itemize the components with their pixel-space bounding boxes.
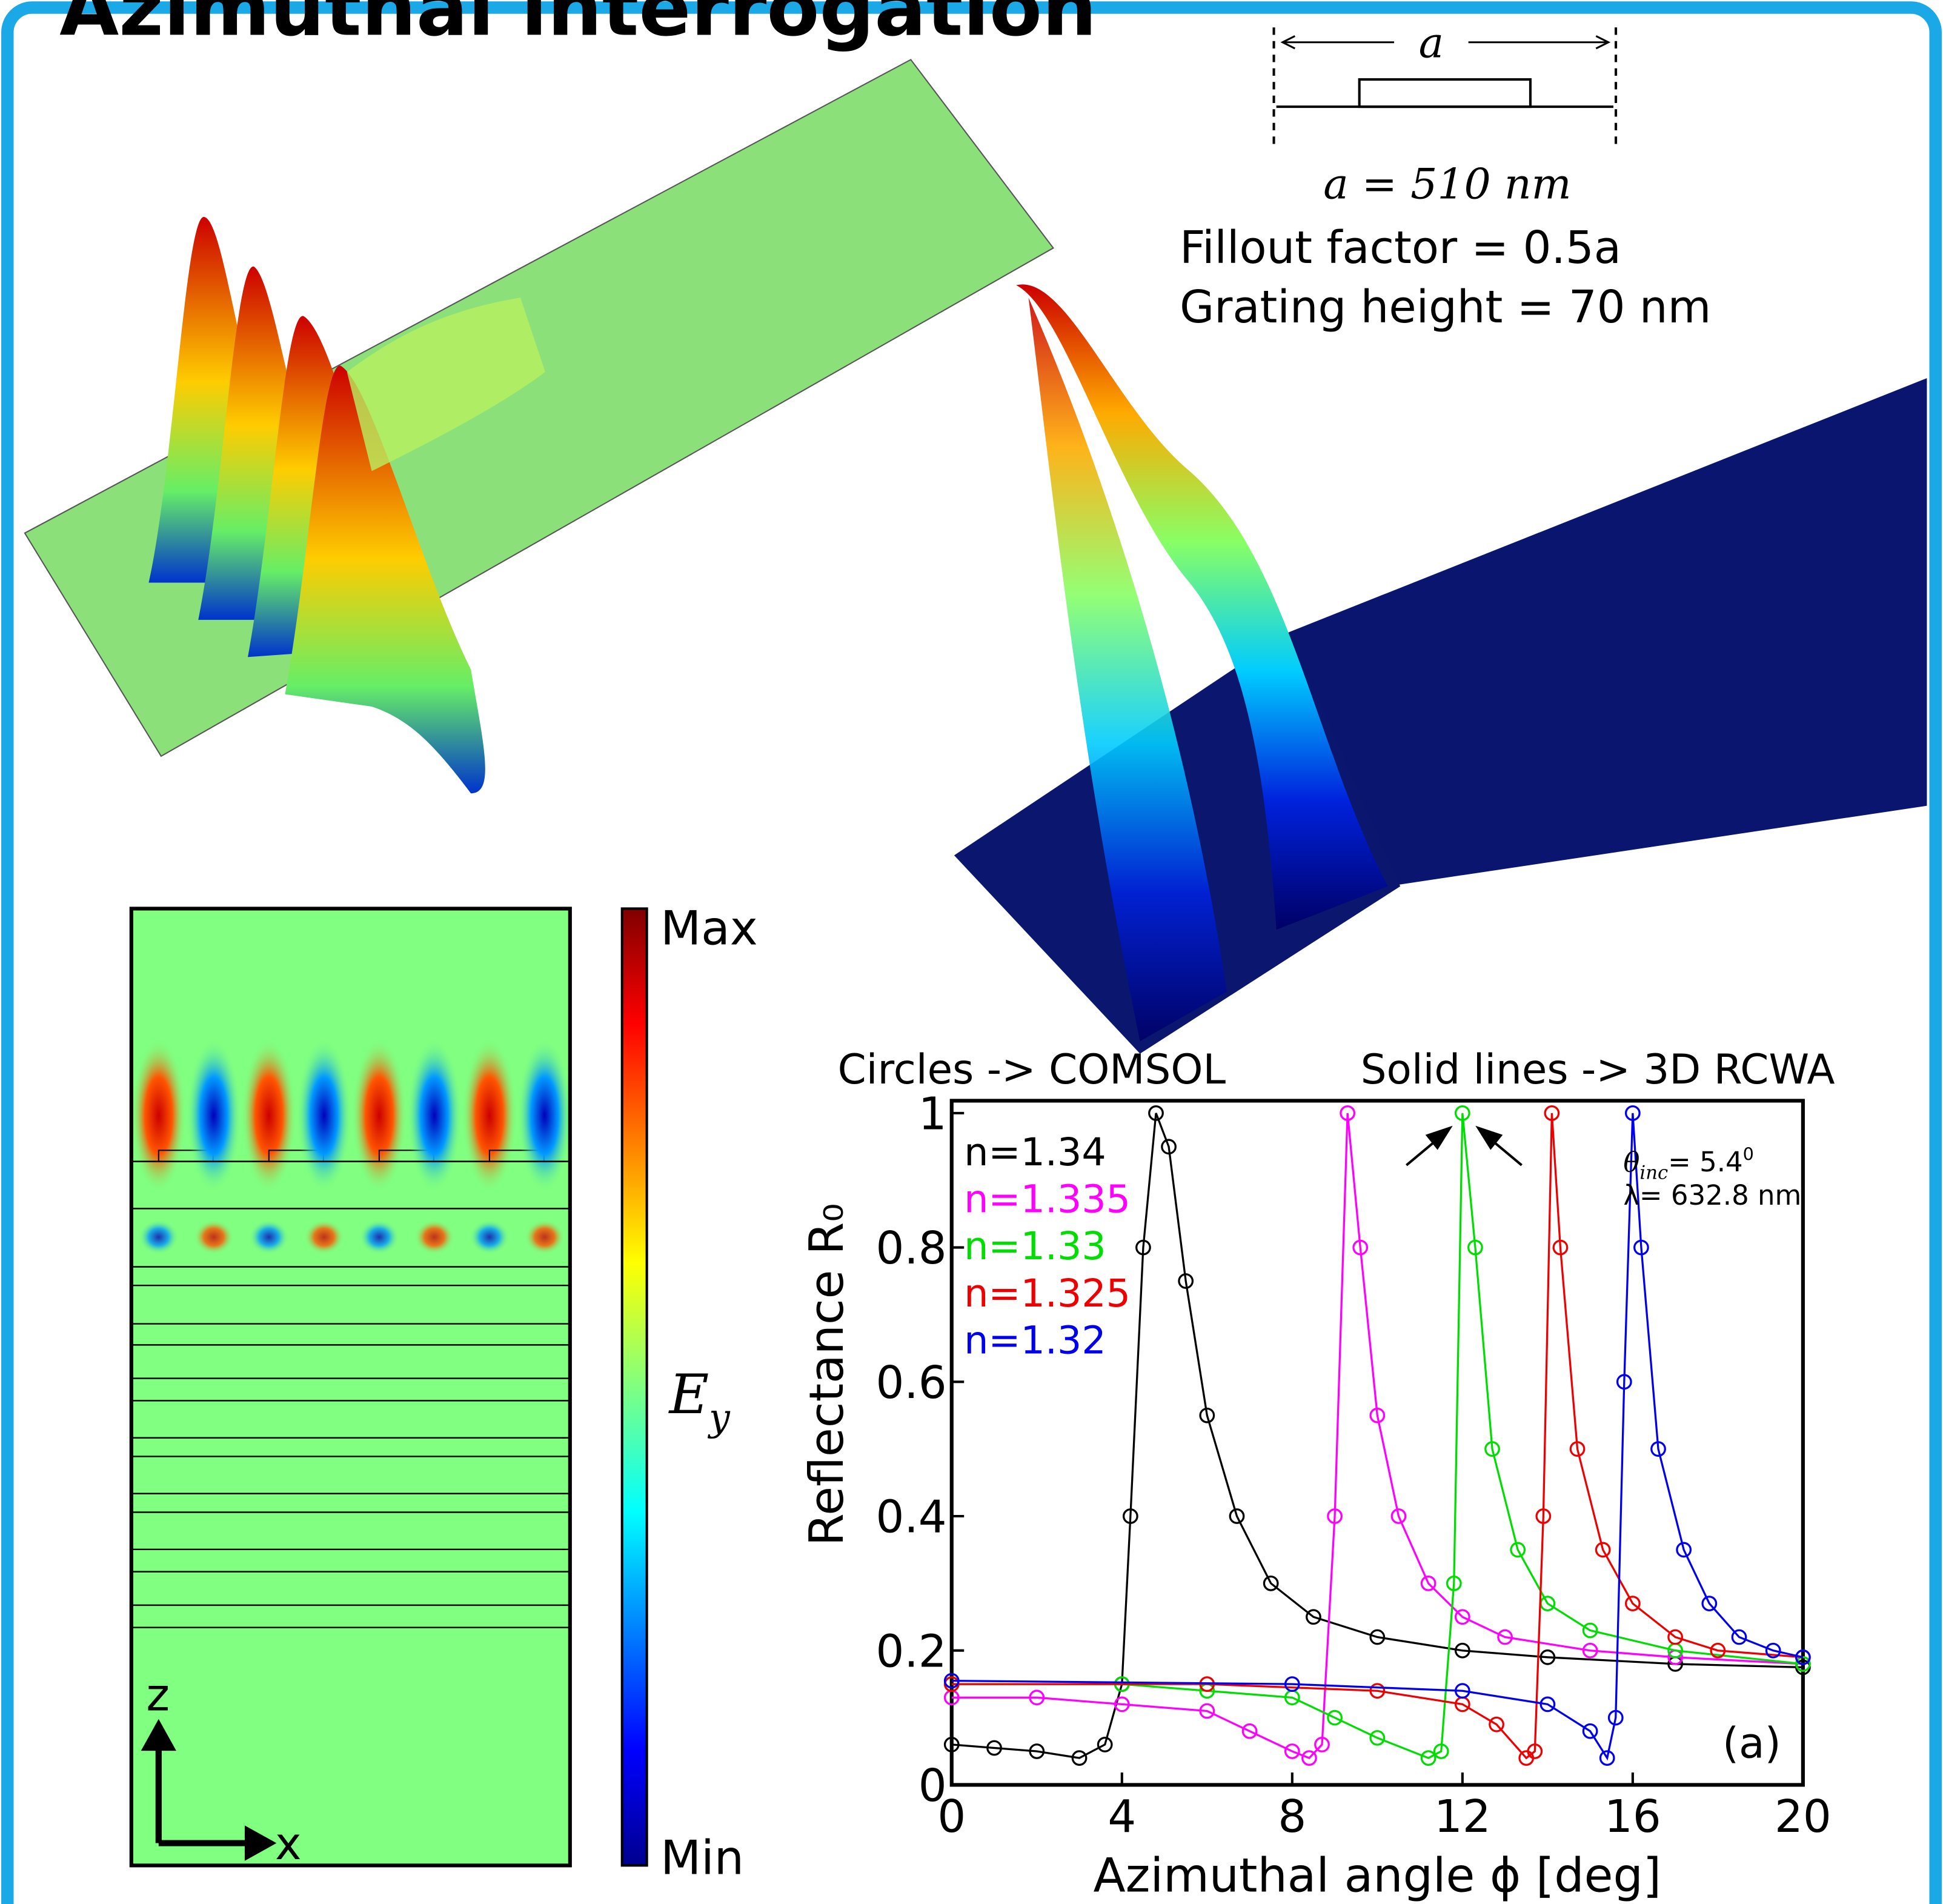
legend-entry: n=1.335 bbox=[964, 1177, 1131, 1222]
page: Azimuthal interrogation a a = 510 nm Fil… bbox=[0, 0, 1943, 1904]
x-tick-label: 8 bbox=[1278, 1791, 1306, 1843]
legend-entry: n=1.325 bbox=[964, 1271, 1131, 1316]
field-lobe bbox=[194, 1220, 233, 1254]
period-symbol: a bbox=[1419, 18, 1444, 67]
field-label: Ey bbox=[668, 1363, 731, 1440]
field-lobe bbox=[525, 1220, 564, 1254]
legend-entry: n=1.33 bbox=[964, 1223, 1106, 1268]
y-tick-label: 0 bbox=[918, 1760, 947, 1812]
grating-height: Grating height = 70 nm bbox=[1180, 282, 1711, 333]
field-lobe bbox=[470, 1220, 509, 1254]
field-lobe bbox=[242, 1039, 296, 1193]
incidence: θinc= 5.40 bbox=[1623, 1144, 1754, 1184]
annotation-right: Solid lines -> 3D RCWA bbox=[1361, 1045, 1835, 1093]
field-lobe bbox=[359, 1220, 399, 1254]
x-tick-label: 16 bbox=[1604, 1791, 1661, 1843]
figure: Azimuthal interrogation a a = 510 nm Fil… bbox=[0, 0, 1943, 1904]
y-axis-label: Reflectance R₀ bbox=[800, 1203, 854, 1546]
surface-right bbox=[954, 284, 1927, 1053]
legend-entry: n=1.32 bbox=[964, 1318, 1106, 1363]
field-lobe bbox=[139, 1220, 178, 1254]
panel-label: (a) bbox=[1722, 1719, 1781, 1768]
theta-value: = 5.4 bbox=[1668, 1146, 1743, 1178]
field-lobe bbox=[187, 1039, 241, 1193]
y-tick-label: 0.6 bbox=[876, 1357, 947, 1409]
wavelength: λ= 632.8 nm bbox=[1623, 1179, 1801, 1211]
theta: θ bbox=[1623, 1146, 1639, 1178]
colorbar-max: Max bbox=[660, 902, 758, 956]
period: a = 510 nm bbox=[1323, 159, 1571, 208]
grating-sketch bbox=[1274, 27, 1616, 148]
axis-z: z bbox=[146, 1670, 170, 1722]
field-lobe bbox=[462, 1039, 517, 1193]
field-lobe bbox=[414, 1220, 454, 1254]
y-tick-label: 0.4 bbox=[876, 1492, 947, 1543]
x-tick-label: 4 bbox=[1108, 1791, 1136, 1843]
y-tick-label: 0.2 bbox=[876, 1626, 947, 1677]
colorbar bbox=[622, 908, 647, 1865]
field-subscript: y bbox=[707, 1396, 731, 1439]
x-tick-label: 12 bbox=[1434, 1791, 1491, 1843]
fillout: Fillout factor = 0.5a bbox=[1180, 222, 1621, 274]
axis-x: x bbox=[275, 1819, 302, 1870]
annotation-left: Circles -> COMSOL bbox=[838, 1045, 1226, 1093]
field-map bbox=[131, 908, 572, 1865]
field-lobe bbox=[352, 1039, 407, 1193]
theta-superscript: 0 bbox=[1743, 1144, 1754, 1165]
field-lobe bbox=[131, 1039, 186, 1193]
legend-entry: n=1.34 bbox=[964, 1130, 1106, 1174]
field-lobe bbox=[297, 1039, 351, 1193]
colorbar-min: Min bbox=[660, 1831, 744, 1886]
x-axis-label: Azimuthal angle ϕ [deg] bbox=[1094, 1848, 1662, 1903]
field-lobe bbox=[407, 1039, 462, 1193]
field-lobe bbox=[249, 1220, 288, 1254]
y-tick-label: 1 bbox=[918, 1088, 947, 1140]
surface-left bbox=[25, 59, 1054, 793]
field-symbol: E bbox=[668, 1363, 709, 1426]
x-tick-label: 20 bbox=[1775, 1791, 1832, 1843]
field-lobe bbox=[517, 1039, 572, 1193]
title: Azimuthal interrogation bbox=[59, 0, 1097, 53]
field-lobe bbox=[304, 1220, 344, 1254]
y-tick-label: 0.8 bbox=[876, 1223, 947, 1274]
